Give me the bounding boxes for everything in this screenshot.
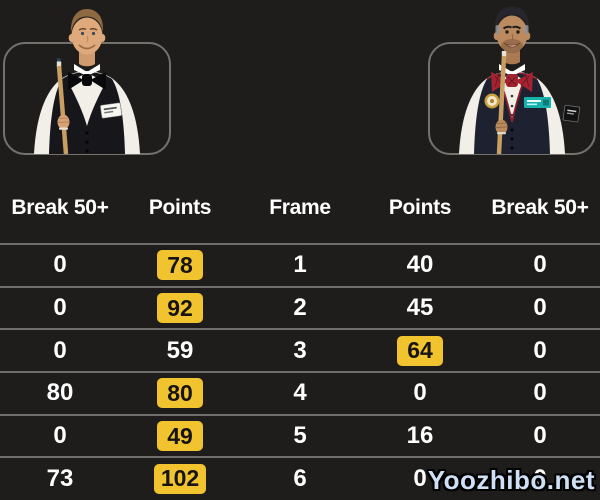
break-left-cell: 73 [0,465,120,493]
cell-value: 40 [406,251,434,279]
frame-cell: 4 [240,379,360,407]
break-right-cell: 0 [480,337,600,365]
cell-value: 16 [406,422,434,450]
break-right-cell: 0 [480,251,600,279]
points-left-cell: 80 [120,378,240,409]
table-row: 0 49 5 16 0 [0,413,600,457]
snooker-player-left-icon [34,9,140,154]
table-row: 0 78 1 40 0 [0,243,600,286]
table-row: 80 80 4 0 0 [0,371,600,414]
points-badge: 102 [153,463,207,494]
break-right-cell: 0 [480,465,600,493]
cell-value: 0 [533,422,547,450]
player-left-photo [4,0,170,154]
column-header-break-left: Break 50+ [11,196,109,219]
break-left-cell: 0 [0,294,120,322]
points-right-cell: 0 [360,465,480,493]
break-left-cell: 0 [0,422,120,450]
cell-value: 59 [166,336,194,364]
points-badge: 64 [397,335,443,366]
table-row: 73 102 6 0 0 [0,456,600,499]
points-right-cell: 45 [360,294,480,322]
player-right-photo [429,0,595,154]
points-badge: 92 [157,293,203,324]
cell-value: 6 [293,464,307,492]
points-left-cell: 102 [120,463,240,494]
column-header-frame: Frame [269,196,331,219]
points-right-cell: 16 [360,422,480,450]
cell-value: 73 [46,464,74,492]
points-badge: 78 [157,250,203,281]
snooker-player-right-icon [459,6,581,154]
cell-value: 4 [293,379,307,407]
cell-value: 0 [533,336,547,364]
column-header-points-right: Points [388,196,452,219]
points-left-cell: 59 [120,337,240,365]
cell-value: 0 [53,251,67,279]
cell-value: 0 [533,464,547,492]
points-badge: 49 [157,421,203,452]
cell-value: 0 [413,464,427,492]
frame-cell: 2 [240,294,360,322]
break-left-cell: 0 [0,337,120,365]
points-right-cell: 0 [360,379,480,407]
cell-value: 5 [293,422,307,450]
points-left-cell: 49 [120,421,240,452]
points-left-cell: 92 [120,293,240,324]
table-row: 0 92 2 45 0 [0,285,600,329]
player-right-card [428,0,596,156]
frame-cell: 6 [240,465,360,493]
points-left-cell: 78 [120,250,240,281]
cell-value: 0 [53,422,67,450]
cell-value: 2 [293,294,307,322]
break-left-cell: 80 [0,379,120,407]
points-right-cell: 64 [360,335,480,366]
break-right-cell: 0 [480,422,600,450]
frame-cell: 1 [240,251,360,279]
frame-cell: 3 [240,337,360,365]
cell-value: 0 [413,379,427,407]
cell-value: 0 [533,294,547,322]
cell-value: 0 [53,336,67,364]
points-badge: 80 [157,378,203,409]
table-row: 0 59 3 64 0 [0,328,600,371]
points-right-cell: 40 [360,251,480,279]
cell-value: 0 [53,294,67,322]
stats-table-rows: 0 78 1 40 0 0 92 2 45 0 0 59 3 64 0 80 80 4 0 0 0 49 5 16 0 73 102… [0,243,600,499]
cell-value: 0 [533,251,547,279]
cell-value: 3 [293,336,307,364]
cell-value: 45 [406,294,434,322]
break-right-cell: 0 [480,294,600,322]
column-header-points-left: Points [148,196,212,219]
watermark: Yoozhibo.net [427,465,595,495]
player-left-card [3,0,171,156]
column-header-break-right: Break 50+ [491,196,589,219]
cell-value: 0 [533,379,547,407]
break-right-cell: 0 [480,379,600,407]
cell-value: 1 [293,251,307,279]
cell-value: 80 [46,379,74,407]
frame-cell: 5 [240,422,360,450]
stats-table-header: Break 50+ Points Frame Points Break 50+ [0,190,600,226]
break-left-cell: 0 [0,251,120,279]
